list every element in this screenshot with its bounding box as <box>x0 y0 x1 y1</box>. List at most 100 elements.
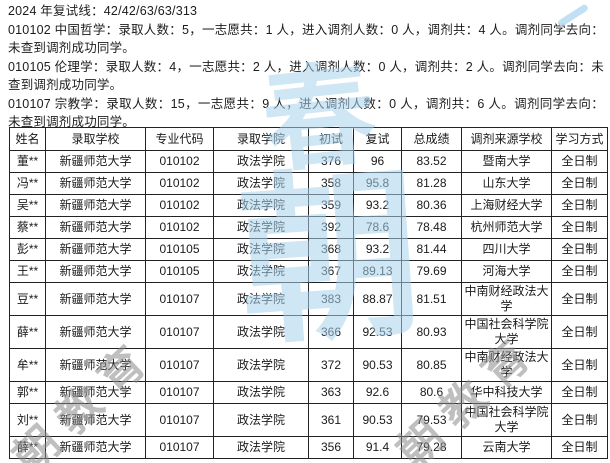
cell-retest-score: 93.2 <box>353 194 402 217</box>
cell-total-score: 80.93 <box>401 315 462 349</box>
table-row: 豆** 新疆师范大学 010107 政法学院 383 88.87 81.51 中… <box>9 282 608 316</box>
table-row: 王** 新疆师范大学 010105 政法学院 367 89.13 79.69 河… <box>9 260 608 283</box>
cell-school: 新疆师范大学 <box>45 381 146 404</box>
cell-retest-score: 90.53 <box>353 403 402 437</box>
cell-name: 郭** <box>9 381 46 404</box>
cell-name: 刘** <box>9 403 46 437</box>
cell-major-code: 010107 <box>145 436 214 459</box>
cell-total-score: 80.85 <box>401 348 462 382</box>
cell-total-score: 80.36 <box>401 194 462 217</box>
header-college: 录取学院 <box>213 127 309 151</box>
cell-total-score: 79.69 <box>401 260 462 283</box>
cell-study-mode: 全日制 <box>551 403 608 437</box>
cell-name: 吴** <box>9 194 46 217</box>
cell-school: 新疆师范大学 <box>45 260 146 283</box>
cell-source-school: 华中科技大学 <box>461 381 552 404</box>
header-initial-score: 初试 <box>308 127 354 151</box>
cell-school: 新疆师范大学 <box>45 436 146 459</box>
cell-college: 政法学院 <box>213 315 309 349</box>
cell-source-school: 暨南大学 <box>461 150 552 173</box>
cell-college: 政法学院 <box>213 282 309 316</box>
header-school: 录取学校 <box>45 127 146 151</box>
major-010107-summary: 010107 宗教学：录取人数：15，一志愿共：9 人，进入调剂人数：0 人，调… <box>8 96 604 130</box>
cell-source-school: 云南大学 <box>461 436 552 459</box>
table-row: 彭** 新疆师范大学 010105 政法学院 368 93.2 81.44 四川… <box>9 238 608 261</box>
cell-school: 新疆师范大学 <box>45 150 146 173</box>
cell-retest-score: 89.13 <box>353 260 402 283</box>
cell-initial-score: 367 <box>308 260 354 283</box>
cell-total-score: 78.48 <box>401 216 462 239</box>
cell-source-school: 上海财经大学 <box>461 194 552 217</box>
cell-study-mode: 全日制 <box>551 315 608 349</box>
cell-initial-score: 366 <box>308 315 354 349</box>
cell-total-score: 79.28 <box>401 436 462 459</box>
cell-college: 政法学院 <box>213 436 309 459</box>
cell-study-mode: 全日制 <box>551 260 608 283</box>
cell-college: 政法学院 <box>213 260 309 283</box>
cell-retest-score: 92.53 <box>353 315 402 349</box>
cell-college: 政法学院 <box>213 150 309 173</box>
cell-school: 新疆师范大学 <box>45 194 146 217</box>
cell-college: 政法学院 <box>213 216 309 239</box>
cell-study-mode: 全日制 <box>551 282 608 316</box>
cell-study-mode: 全日制 <box>551 348 608 382</box>
cell-study-mode: 全日制 <box>551 172 608 195</box>
table-row: 牟** 新疆师范大学 010107 政法学院 372 90.53 80.85 中… <box>9 348 608 382</box>
cell-study-mode: 全日制 <box>551 150 608 173</box>
cell-name: 薛** <box>9 315 46 349</box>
cell-major-code: 010105 <box>145 260 214 283</box>
admission-results-table: 姓名 录取学校 专业代码 录取学院 初试 复试 总成绩 调剂来源学校 学习方式 … <box>9 127 608 459</box>
cell-name: 牟** <box>9 348 46 382</box>
cell-name: 冯** <box>9 172 46 195</box>
cell-college: 政法学院 <box>213 348 309 382</box>
cell-retest-score: 96 <box>353 150 402 173</box>
table-row: 薛** 新疆师范大学 010107 政法学院 356 91.4 79.28 云南… <box>9 436 608 459</box>
cell-source-school: 河海大学 <box>461 260 552 283</box>
cell-initial-score: 363 <box>308 381 354 404</box>
cell-college: 政法学院 <box>213 403 309 437</box>
cell-total-score: 81.44 <box>401 238 462 261</box>
cell-name: 豆** <box>9 282 46 316</box>
cell-name: 董** <box>9 150 46 173</box>
table-row: 郭** 新疆师范大学 010107 政法学院 363 92.6 80.6 华中科… <box>9 381 608 404</box>
cell-name: 蔡** <box>9 216 46 239</box>
cell-study-mode: 全日制 <box>551 381 608 404</box>
cell-total-score: 83.52 <box>401 150 462 173</box>
cell-major-code: 010107 <box>145 381 214 404</box>
cell-retest-score: 88.87 <box>353 282 402 316</box>
cell-major-code: 010107 <box>145 315 214 349</box>
cell-major-code: 010102 <box>145 172 214 195</box>
cell-source-school: 四川大学 <box>461 238 552 261</box>
cell-college: 政法学院 <box>213 238 309 261</box>
cell-initial-score: 361 <box>308 403 354 437</box>
cell-school: 新疆师范大学 <box>45 216 146 239</box>
cell-initial-score: 383 <box>308 282 354 316</box>
cell-major-code: 010102 <box>145 194 214 217</box>
cell-initial-score: 359 <box>308 194 354 217</box>
header-major-code: 专业代码 <box>145 127 214 151</box>
cell-school: 新疆师范大学 <box>45 172 146 195</box>
cell-retest-score: 93.2 <box>353 238 402 261</box>
cell-total-score: 81.51 <box>401 282 462 316</box>
cell-initial-score: 356 <box>308 436 354 459</box>
cell-source-school: 中南财经政法大学 <box>461 348 552 382</box>
cell-total-score: 81.28 <box>401 172 462 195</box>
header-study-mode: 学习方式 <box>551 127 608 151</box>
cell-school: 新疆师范大学 <box>45 282 146 316</box>
cell-major-code: 010102 <box>145 216 214 239</box>
table-row: 冯** 新疆师范大学 010102 政法学院 358 95.8 81.28 山东… <box>9 172 608 195</box>
cell-source-school: 中国社会科学院大学 <box>461 315 552 349</box>
cell-retest-score: 90.53 <box>353 348 402 382</box>
cell-college: 政法学院 <box>213 172 309 195</box>
cell-college: 政法学院 <box>213 194 309 217</box>
cell-school: 新疆师范大学 <box>45 238 146 261</box>
cell-initial-score: 358 <box>308 172 354 195</box>
cell-retest-score: 95.8 <box>353 172 402 195</box>
major-010105-summary: 010105 伦理学：录取人数：4，一志愿共：2 人，进入调剂人数：0 人，调剂… <box>8 59 604 93</box>
cell-total-score: 80.6 <box>401 381 462 404</box>
header-name: 姓名 <box>9 127 46 151</box>
cell-source-school: 中国社会科学院大学 <box>461 403 552 437</box>
cell-major-code: 010105 <box>145 238 214 261</box>
major-010102-summary: 010102 中国哲学：录取人数：5，一志愿共：1 人，进入调剂人数：0 人，调… <box>8 22 604 56</box>
cell-initial-score: 368 <box>308 238 354 261</box>
